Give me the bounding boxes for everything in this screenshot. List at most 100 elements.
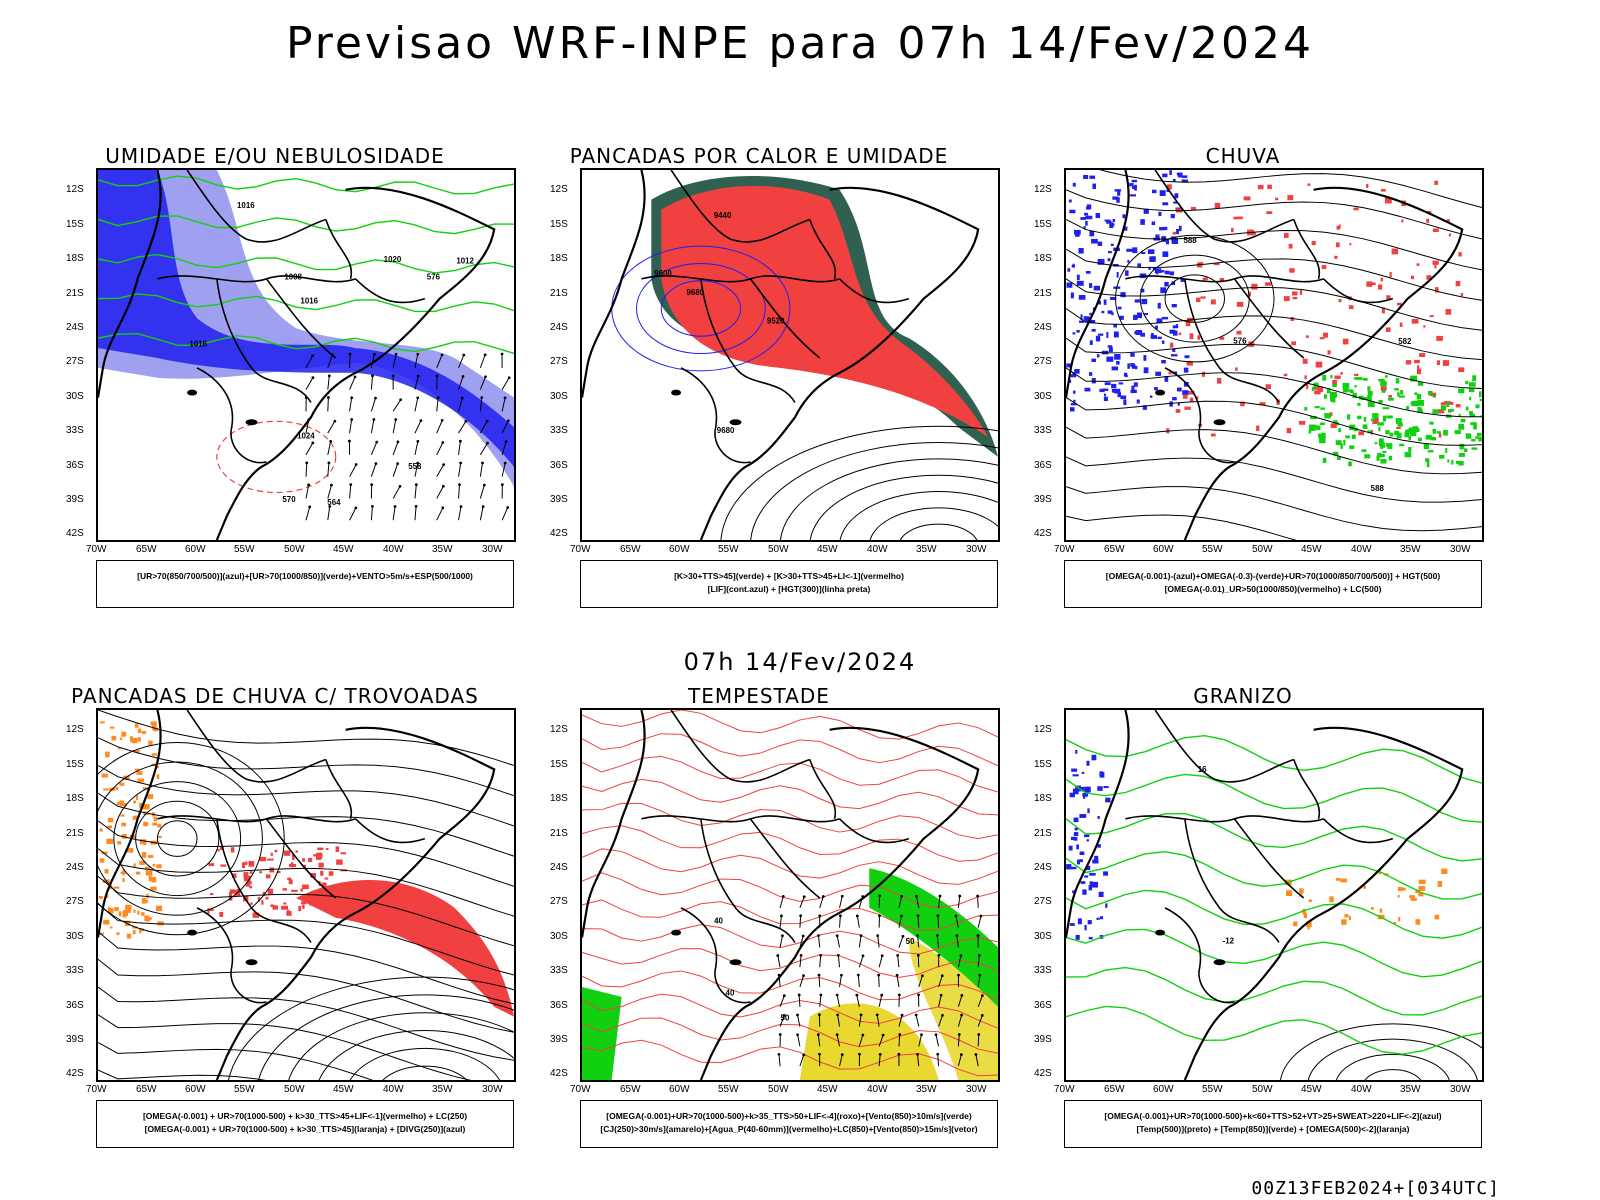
contour-label: 50 bbox=[781, 1013, 790, 1022]
y-tick-label: 33S bbox=[1034, 425, 1052, 436]
map-graphic: -12 16 bbox=[1066, 710, 1482, 1080]
y-tick-label: 24S bbox=[1034, 322, 1052, 333]
contour-label: 588 bbox=[1371, 484, 1385, 493]
x-tick-label: 35W bbox=[916, 1084, 937, 1095]
panel-title: PANCADAS DE CHUVA C/ TROVOADAS bbox=[71, 684, 479, 708]
x-tick-label: 65W bbox=[620, 1084, 641, 1095]
y-tick-label: 12S bbox=[550, 724, 568, 735]
contour-label: 16 bbox=[1198, 765, 1207, 774]
y-tick-label: 18S bbox=[66, 793, 84, 804]
contour-label: 9680 bbox=[686, 288, 704, 297]
y-tick-label: 27S bbox=[1034, 896, 1052, 907]
contour-label: 582 bbox=[1398, 337, 1412, 346]
y-tick-label: 42S bbox=[66, 528, 84, 539]
y-tick-label: 12S bbox=[1034, 184, 1052, 195]
forecast-map bbox=[96, 708, 516, 1082]
x-tick-label: 65W bbox=[136, 1084, 157, 1095]
x-tick-label: 60W bbox=[1153, 544, 1174, 555]
y-tick-label: 30S bbox=[66, 391, 84, 402]
y-tick-label: 21S bbox=[1034, 828, 1052, 839]
y-tick-label: 36S bbox=[66, 1000, 84, 1011]
x-tick-label: 55W bbox=[718, 544, 739, 555]
y-tick-label: 21S bbox=[550, 288, 568, 299]
x-tick-label: 30W bbox=[1450, 544, 1471, 555]
y-tick-label: 36S bbox=[550, 1000, 568, 1011]
panel-title: GRANIZO bbox=[1193, 684, 1293, 708]
y-tick-label: 39S bbox=[66, 1034, 84, 1045]
x-tick-label: 30W bbox=[482, 1084, 503, 1095]
y-tick-label: 24S bbox=[550, 322, 568, 333]
x-tick-label: 30W bbox=[482, 544, 503, 555]
y-tick-label: 42S bbox=[1034, 1068, 1052, 1079]
forecast-map: 1016 1016 1016 1020 1024 1012 1008 576 570 564 558 bbox=[96, 168, 516, 542]
y-tick-label: 12S bbox=[66, 724, 84, 735]
legend-line: [OMEGA(-0.001)+UR>70(1000-500)+k<60+TTS>… bbox=[1104, 1111, 1442, 1121]
contour-label: 40 bbox=[714, 917, 723, 926]
forecast-map: 588 582 576 588 bbox=[1064, 168, 1484, 542]
y-tick-label: 39S bbox=[550, 1034, 568, 1045]
x-tick-label: 45W bbox=[333, 1084, 354, 1095]
x-tick-label: 40W bbox=[383, 544, 404, 555]
y-tick-label: 18S bbox=[1034, 253, 1052, 264]
x-tick-label: 50W bbox=[1252, 544, 1273, 555]
y-tick-label: 36S bbox=[1034, 1000, 1052, 1011]
contour-label: 588 bbox=[1183, 236, 1197, 245]
panel-umidade: UMIDADE E/OU NEBULOSIDADE 12S 15S 18S 21S 24S… bbox=[40, 144, 516, 644]
contour-label: 9680 bbox=[717, 426, 735, 435]
forecast-map: 9680 9600 9520 9440 9680 bbox=[580, 168, 1000, 542]
x-tick-label: 45W bbox=[333, 544, 354, 555]
legend-line: [LIF](cont.azul) + [HGT(300)](linha pret… bbox=[707, 584, 871, 594]
map-graphic: 1016 1016 1016 1020 1024 1012 1008 576 570 564 558 bbox=[98, 170, 514, 540]
y-tick-label: 12S bbox=[66, 184, 84, 195]
y-tick-label: 18S bbox=[1034, 793, 1052, 804]
valid-time-label: 07h 14/Fev/2024 bbox=[683, 648, 917, 676]
x-tick-label: 65W bbox=[1104, 1084, 1125, 1095]
x-tick-label: 30W bbox=[1450, 1084, 1471, 1095]
x-tick-label: 35W bbox=[916, 544, 937, 555]
legend-box: [UR>70(850/700/500)](azul)+[UR>70(1000/8… bbox=[96, 560, 514, 608]
legend-box: [K>30+TTS>45](verde) + [K>30+TTS>45+LI<-… bbox=[580, 560, 998, 608]
map-graphic bbox=[98, 710, 514, 1080]
y-tick-label: 15S bbox=[550, 219, 568, 230]
x-tick-label: 35W bbox=[432, 1084, 453, 1095]
y-tick-label: 18S bbox=[550, 793, 568, 804]
y-tick-label: 36S bbox=[1034, 460, 1052, 471]
y-tick-label: 18S bbox=[66, 253, 84, 264]
y-tick-label: 33S bbox=[66, 425, 84, 436]
x-tick-label: 50W bbox=[1252, 1084, 1273, 1095]
forecast-map: 40 50 40 50 bbox=[580, 708, 1000, 1082]
map-graphic: 588 582 576 588 bbox=[1066, 170, 1482, 540]
panel-title: CHUVA bbox=[1205, 144, 1281, 168]
x-tick-label: 40W bbox=[867, 1084, 888, 1095]
y-tick-label: 27S bbox=[66, 896, 84, 907]
contour-label: 570 bbox=[282, 495, 296, 504]
x-tick-label: 45W bbox=[1301, 544, 1322, 555]
y-tick-label: 33S bbox=[1034, 965, 1052, 976]
y-tick-label: 24S bbox=[66, 322, 84, 333]
y-tick-label: 42S bbox=[1034, 528, 1052, 539]
x-tick-label: 40W bbox=[1351, 1084, 1372, 1095]
x-tick-label: 55W bbox=[718, 1084, 739, 1095]
x-tick-label: 40W bbox=[383, 1084, 404, 1095]
panel-pancadas-trovoadas: PANCADAS DE CHUVA C/ TROVOADAS 12S 15S 18S 2… bbox=[40, 684, 516, 1184]
x-tick-label: 40W bbox=[867, 544, 888, 555]
x-tick-label: 60W bbox=[1153, 1084, 1174, 1095]
panel-chuva: CHUVA 12S 15S 18S 21S 24S 27S 30S 33S 36S 39S 42S 70… bbox=[1008, 144, 1484, 644]
y-tick-label: 33S bbox=[550, 425, 568, 436]
y-tick-label: 15S bbox=[550, 759, 568, 770]
y-tick-label: 39S bbox=[1034, 494, 1052, 505]
y-tick-label: 21S bbox=[66, 828, 84, 839]
y-tick-label: 21S bbox=[1034, 288, 1052, 299]
contour-label: 564 bbox=[327, 498, 341, 507]
panel-title: TEMPESTADE bbox=[688, 684, 830, 708]
panel-pancadas-calor: PANCADAS POR CALOR E UMIDADE 12S 15S 18S 21S… bbox=[524, 144, 1000, 644]
x-tick-label: 35W bbox=[1400, 544, 1421, 555]
y-tick-label: 24S bbox=[66, 862, 84, 873]
y-tick-label: 36S bbox=[550, 460, 568, 471]
x-tick-label: 70W bbox=[1054, 544, 1075, 555]
legend-box: [OMEGA(-0.001) + UR>70(1000-500) + k>30_… bbox=[96, 1100, 514, 1148]
panel-title: PANCADAS POR CALOR E UMIDADE bbox=[569, 144, 949, 168]
y-tick-label: 39S bbox=[550, 494, 568, 505]
x-tick-label: 65W bbox=[136, 544, 157, 555]
main-title: Previsao WRF-INPE para 07h 14/Fev/2024 bbox=[286, 18, 1314, 69]
